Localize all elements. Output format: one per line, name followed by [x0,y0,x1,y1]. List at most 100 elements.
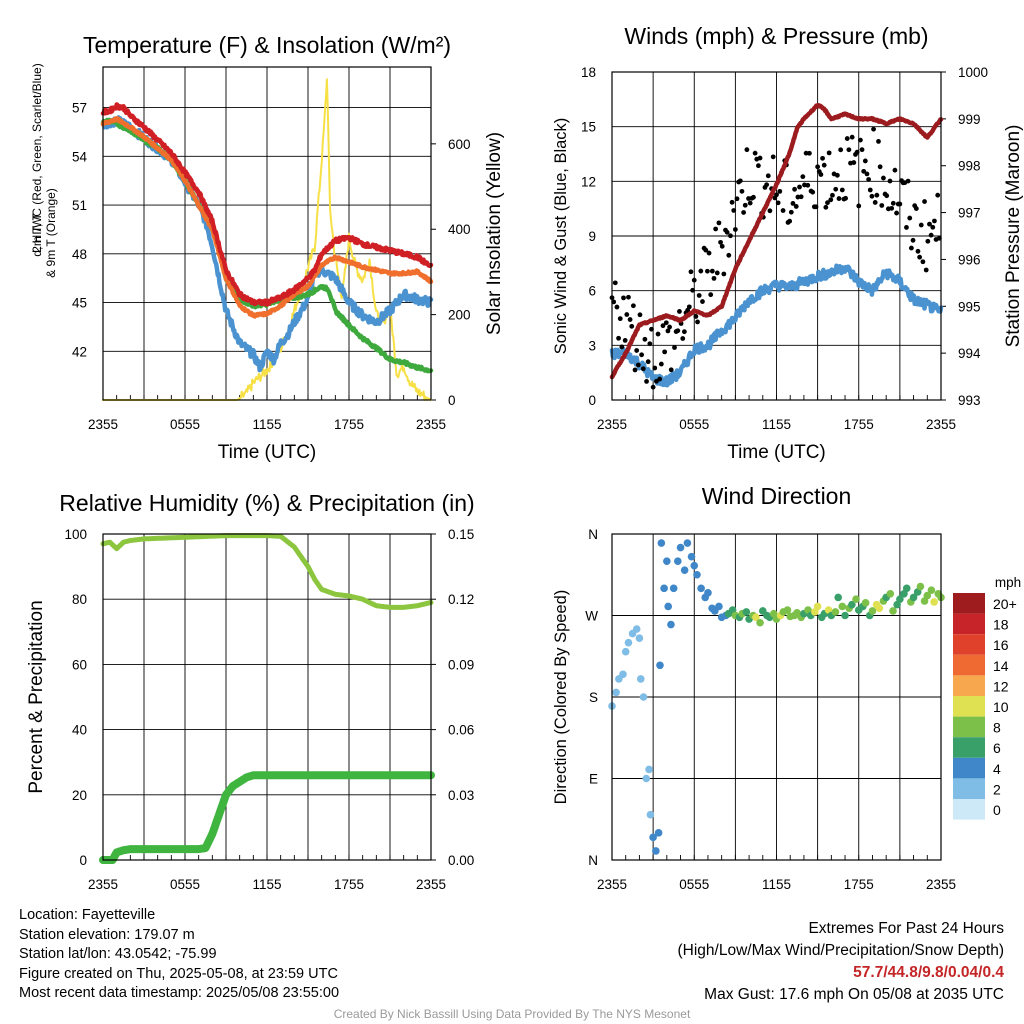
credit-line: Created By Nick Bassill Using Data Provi… [333,1007,691,1021]
gust-point [897,201,903,207]
gust-point [787,218,793,224]
y2-tick-label: 995 [958,299,981,314]
gust-point [857,137,863,143]
gust-point [652,365,658,371]
gust-point [645,359,651,365]
extremes-values: 57.7/44.8/9.8/0.04/0.4 [853,964,1004,981]
gust-point [780,208,786,213]
direction-point [612,688,620,697]
chart-panel-3: Relative Humidity (%) & Precipitation (i… [26,490,475,892]
direction-point [654,829,663,837]
gust-point [642,336,648,342]
gust-point [774,192,779,198]
gust-point [846,147,852,153]
gust-point [828,197,834,203]
gust-point [612,280,618,286]
gust-point [767,208,773,214]
gust-point [839,187,845,193]
colorbar-swatch [953,778,985,799]
gust-point [691,277,697,283]
colorbar-swatch [953,675,985,696]
gust-point [660,323,666,329]
x-tick-label: 0555 [679,877,709,892]
y-tick-label: 80 [72,592,87,607]
gust-point [851,160,857,165]
gust-point [910,237,916,243]
chart-panel-4: Wind Direction 2355 0555 1155 1755 2355 N E S W N D… [552,483,1021,892]
colorbar-label: 12 [993,678,1009,694]
plot-frame [102,66,432,401]
gust-point [614,304,620,310]
direction-point [838,602,847,611]
direction-point [656,661,664,670]
colorbar-label: 2 [993,781,1001,797]
gust-point [793,204,799,209]
x-tick-label: 0555 [170,877,200,892]
gust-point [833,186,839,192]
direction-point [683,539,692,547]
direction-point [831,608,840,616]
y-axis-label-left: Sonic Wind & Gust (Blue, Black) [552,118,570,355]
extremes-title: Extremes For Past 24 Hours [808,920,1004,937]
x-tick-label: 1755 [334,877,364,892]
y-tick-label: 48 [72,247,87,262]
direction-point [693,570,701,579]
colorbar-label: 8 [993,720,1001,736]
y-tick-label: 100 [64,527,87,542]
direction-point [923,591,932,600]
gust-point [639,352,645,358]
direction-point [636,675,645,683]
y-axis-label-left: Direction (Colored By Speed) [552,590,570,805]
gust-point [677,309,682,314]
y-tick-label: 15 [581,120,596,135]
gust-point [823,204,829,210]
gust-point [871,126,876,132]
gust-point [859,147,865,153]
y2-tick-label: 0.12 [448,592,474,607]
gust-point [621,295,626,301]
gust-point [741,210,746,215]
gust-point [920,259,926,265]
y-tick-label: N [588,527,598,542]
gust-point [698,268,704,274]
y-tick-label: 40 [72,723,87,738]
y-tick-label: 57 [72,101,87,116]
colorbar-swatch [953,737,985,758]
x-tick-label: 2355 [926,417,956,432]
gust-point [650,384,656,390]
extremes-box: Extremes For Past 24 Hours (High/Low/Max… [678,918,1005,1006]
x-tick-label: 1155 [762,877,791,892]
gust-point [800,174,806,180]
gust-point [764,182,770,188]
colorbar-swatch [953,593,985,614]
gust-point [647,341,653,347]
colorbar-swatch [953,696,985,717]
gust-point [866,177,872,182]
plot-frame [611,533,942,861]
gust-point [709,268,715,274]
direction-point [841,611,849,620]
gust-point [708,292,714,298]
gust-point [884,193,890,199]
y2-tick-label: 996 [958,252,981,267]
y2-tick-label: 0 [448,393,456,408]
gust-point [680,336,686,341]
x-tick-label: 2355 [88,417,118,432]
direction-point [657,539,666,547]
gust-point [923,267,929,273]
recent-timestamp: Most recent data timestamp: 2025/05/08 2… [19,985,340,1001]
x-tick-label: 1155 [252,417,281,432]
gust-point [630,303,636,309]
gust-point [718,239,723,245]
gust-point [907,215,913,221]
direction-point [909,593,918,602]
colorbar-swatch [953,634,985,655]
colorbar-swatch [953,757,985,779]
y2-tick-label: 997 [958,206,981,221]
y2-tick-label: 600 [448,137,471,152]
series-line-precipitation [99,771,435,864]
gust-point [813,204,819,210]
gust-point [719,243,725,249]
chart-panel-2: Winds (mph) & Pressure (mb) 2355 0555 1155 1… [552,23,1024,463]
gust-point [724,229,730,235]
